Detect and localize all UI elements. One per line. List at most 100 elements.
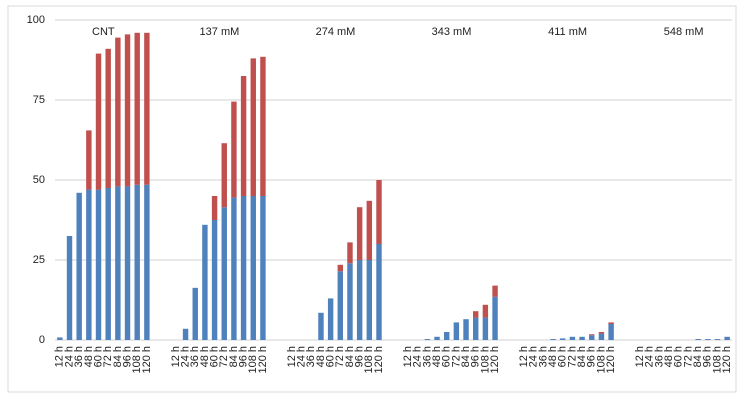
x-tick-label: 108 h [131, 346, 143, 374]
bar-segment [598, 332, 605, 334]
bar-segment [221, 207, 227, 340]
bar-segment [327, 298, 334, 340]
x-tick-label: 48 h [663, 346, 675, 367]
bar-segment [482, 304, 489, 318]
bar-segment [579, 336, 585, 340]
y-tick-label: 50 [33, 174, 45, 186]
chart-frame [7, 5, 737, 393]
x-tick-label: 84 h [112, 346, 124, 367]
x-tick-label: 60 h [441, 346, 453, 367]
x-tick-label: 84 h [344, 346, 356, 367]
x-tick-label: 48 h [83, 346, 95, 367]
bar-segment [240, 76, 247, 196]
bar-segment [492, 296, 498, 340]
bar-segment [105, 48, 111, 188]
bar-segment [337, 264, 344, 272]
x-tick-label: 96 h [702, 346, 714, 367]
x-tick-label: 96 h [470, 346, 482, 367]
bar-segment [240, 196, 247, 340]
bar-segment [95, 53, 102, 190]
x-tick-label: 120 h [605, 346, 617, 374]
bar-segment [356, 207, 363, 260]
bar-segment [443, 332, 450, 340]
bar-segment [714, 339, 721, 340]
x-tick-label: 24 h [412, 346, 424, 367]
bar-segment [705, 339, 711, 340]
x-tick-label: 24 h [644, 346, 656, 367]
x-tick-label: 72 h [682, 346, 694, 367]
bar-segment [376, 244, 382, 340]
x-tick-label: 48 h [431, 346, 443, 367]
x-tick-label: 120 h [141, 346, 153, 374]
x-tick-label: 120 h [489, 346, 501, 374]
x-tick-label: 24 h [179, 346, 191, 367]
bar-segment [434, 336, 440, 340]
group-label: 274 mM [316, 26, 356, 38]
x-tick-label: 60 h [92, 346, 104, 367]
bar-segment [589, 334, 595, 336]
x-tick-label: 24 h [528, 346, 540, 367]
bar-segment [76, 192, 82, 340]
bar-segment [463, 319, 469, 340]
y-tick-label: 75 [33, 94, 45, 106]
bar-segment [134, 184, 140, 340]
x-tick-label: 120 h [373, 346, 385, 374]
x-tick-label: 72 h [450, 346, 462, 367]
x-tick-label: 96 h [237, 346, 249, 367]
bar-segment [492, 285, 498, 297]
x-tick-label: 60 h [325, 346, 337, 367]
y-tick-label: 0 [39, 334, 45, 346]
bar-segment [608, 322, 614, 324]
x-tick-label: 96 h [586, 346, 598, 367]
bar-segment [95, 189, 102, 340]
x-tick-label: 36 h [421, 346, 433, 367]
bar-segment [144, 184, 150, 340]
y-tick-label: 100 [27, 14, 45, 26]
bar-segment [86, 189, 92, 340]
x-tick-label: 48 h [199, 346, 211, 367]
bar-segment [589, 335, 595, 340]
group-label: 548 mM [664, 26, 704, 38]
bar-segment [472, 311, 479, 318]
bar-segment [482, 317, 489, 340]
x-tick-label: 108 h [479, 346, 491, 374]
bar-segment [66, 236, 73, 340]
bar-segment [115, 37, 121, 187]
bar-segment [124, 34, 131, 187]
x-tick-label: 60 h [673, 346, 685, 367]
bar-segment [260, 196, 266, 340]
x-tick-label: 72 h [334, 346, 346, 367]
bar-segment [250, 58, 256, 197]
bar-segment [115, 186, 121, 340]
x-tick-label: 12 h [170, 346, 182, 367]
bar-segment [560, 338, 566, 340]
bar-segment [347, 263, 353, 340]
bar-segment [211, 196, 218, 220]
x-tick-label: 72 h [566, 346, 578, 367]
bar-segment [221, 143, 227, 208]
x-tick-label: 12 h [634, 346, 646, 367]
bar-segment [424, 339, 431, 340]
bar-segment [337, 271, 344, 340]
x-tick-label: 84 h [692, 346, 704, 367]
x-tick-label: 36 h [537, 346, 549, 367]
bar-segment [144, 32, 150, 185]
y-tick-label: 25 [33, 254, 45, 266]
x-tick-label: 108 h [247, 346, 259, 374]
bar-segment [57, 337, 63, 340]
x-tick-label: 12 h [402, 346, 414, 367]
x-tick-label: 84 h [460, 346, 472, 367]
bar-segment [366, 260, 373, 340]
bar-segment [182, 328, 189, 340]
x-tick-label: 120 h [721, 346, 733, 374]
x-tick-label: 96 h [354, 346, 366, 367]
bar-segment [695, 339, 701, 340]
bar-segment [231, 197, 237, 340]
x-tick-label: 108 h [363, 346, 375, 374]
x-tick-label: 36 h [653, 346, 665, 367]
group-label: 343 mM [432, 26, 472, 38]
x-tick-label: 96 h [121, 346, 133, 367]
bar-segment [472, 317, 479, 340]
bar-segment [366, 200, 373, 260]
